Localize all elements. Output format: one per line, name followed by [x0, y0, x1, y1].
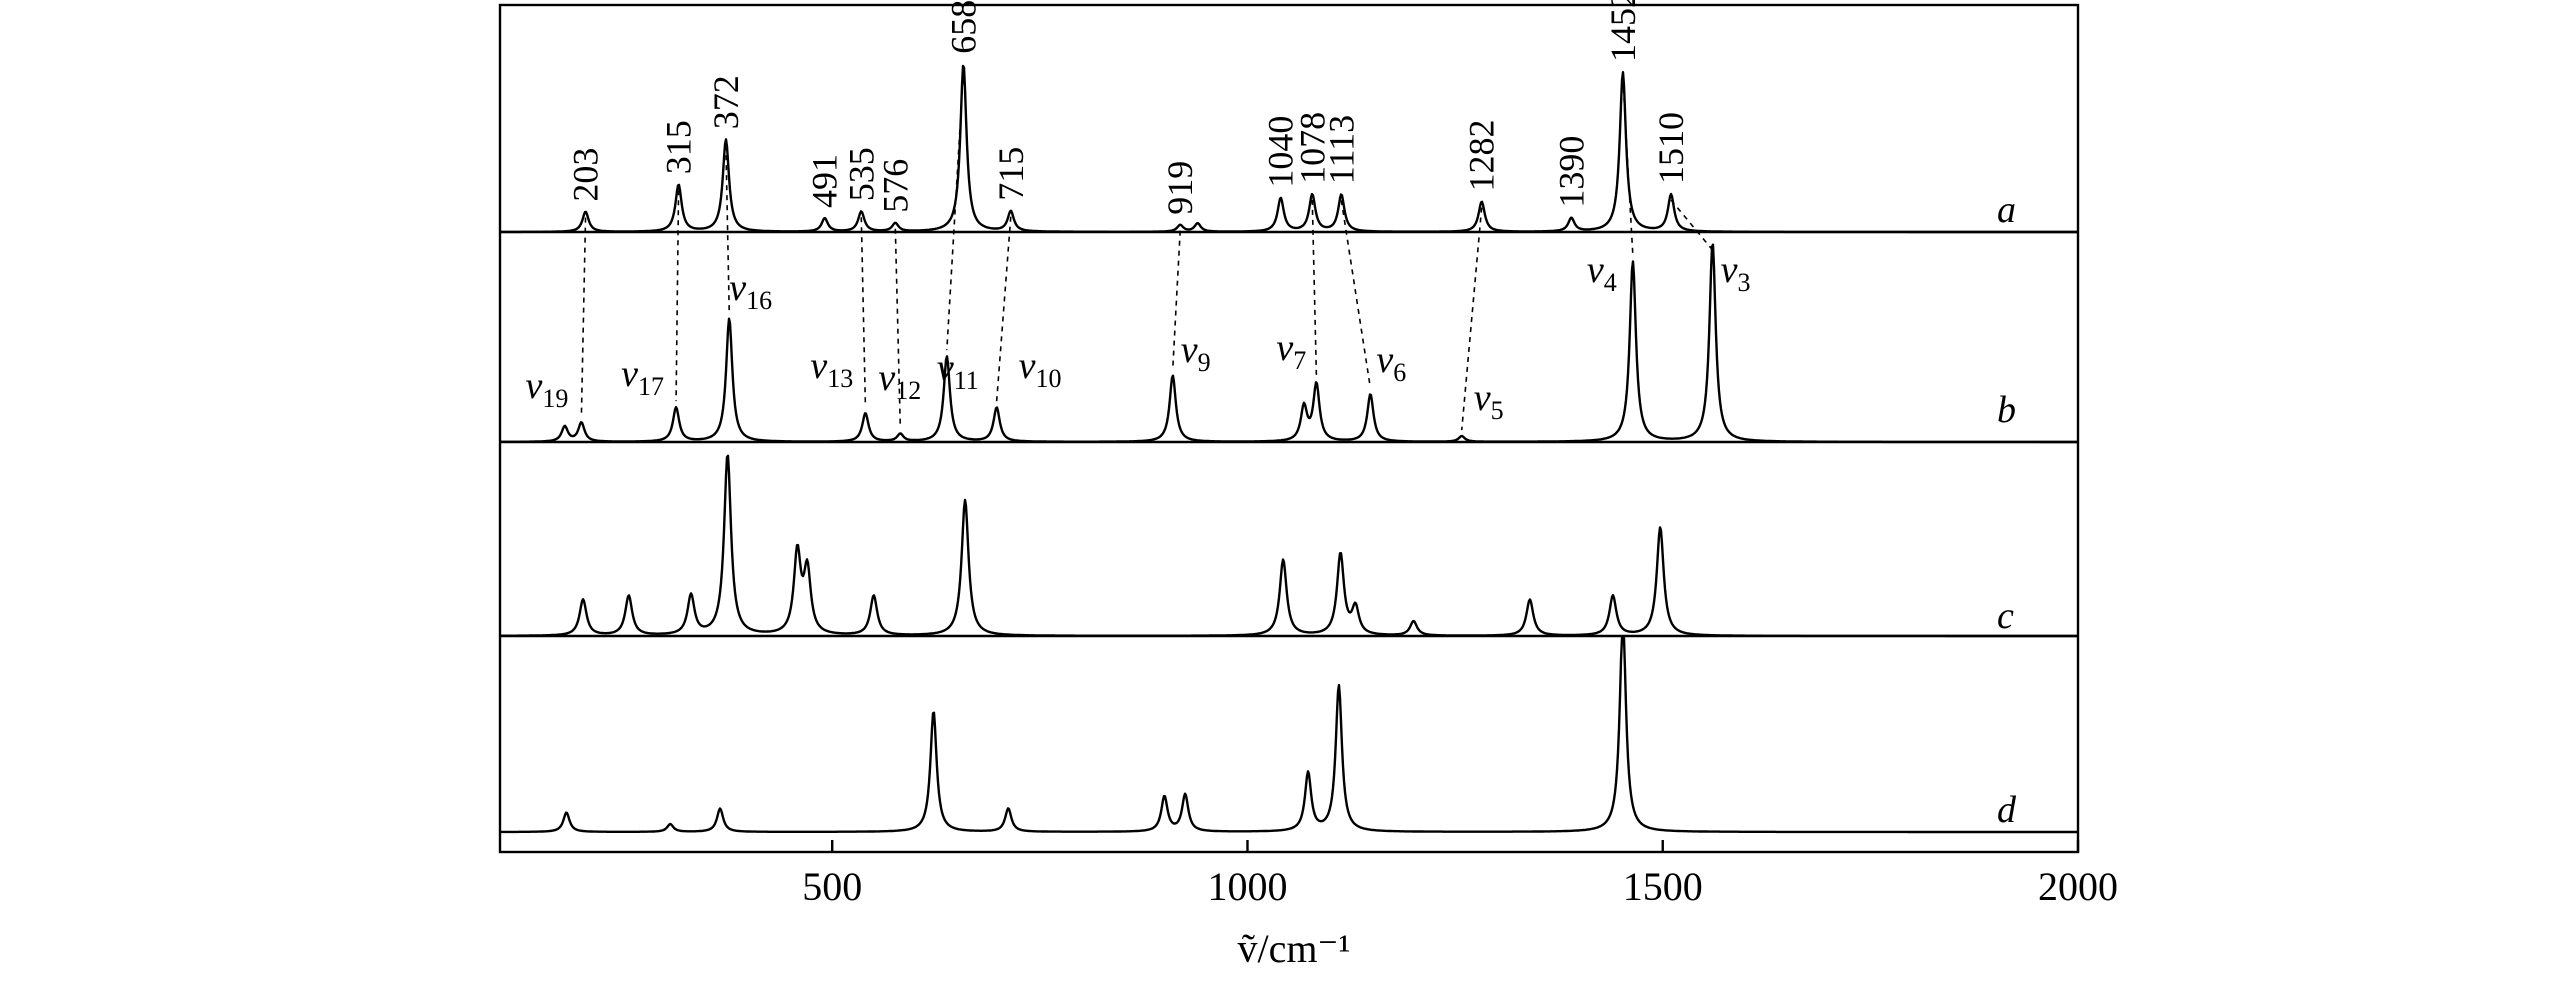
peak-label: 1282 — [1462, 120, 1502, 192]
trace-label-c: c — [1997, 595, 2014, 637]
correlation-line — [1311, 199, 1318, 376]
x-tick-label: 2000 — [2038, 864, 2118, 909]
trace-label-a: a — [1997, 189, 2016, 231]
peak-label: 1040 — [1261, 116, 1301, 188]
mode-label: v13 — [810, 345, 853, 393]
mode-label: v10 — [1019, 345, 1062, 393]
peak-label: 715 — [991, 147, 1031, 201]
correlation-line — [1460, 207, 1483, 431]
correlation-line — [725, 145, 731, 313]
x-axis-label: ṽ/cm⁻¹ — [1237, 926, 1350, 971]
peak-label: 1113 — [1321, 115, 1361, 184]
peak-label: 1078 — [1292, 112, 1332, 184]
correlation-line — [1340, 200, 1372, 389]
correlation-line — [580, 217, 587, 417]
trace-label-d: d — [1997, 789, 2017, 831]
mode-label: v19 — [526, 365, 569, 413]
correlation-line — [946, 69, 965, 351]
x-tick-label: 1500 — [1623, 864, 1703, 909]
x-tick-label: 500 — [802, 864, 862, 909]
x-tick-label: 1000 — [1207, 864, 1287, 909]
mode-label: v3 — [1721, 249, 1751, 297]
mode-label: v4 — [1587, 249, 1617, 297]
correlation-lines — [580, 69, 1714, 431]
correlation-line — [675, 190, 680, 402]
peak-label: 1510 — [1651, 112, 1691, 184]
mode-label: v5 — [1474, 377, 1504, 425]
correlation-line — [860, 217, 867, 408]
peak-label: 1390 — [1551, 136, 1591, 208]
mode-label: v12 — [878, 357, 921, 405]
peak-label: 535 — [841, 147, 881, 201]
correlation-line — [995, 216, 1012, 402]
correlation-line — [1670, 199, 1714, 251]
mode-label: v16 — [729, 267, 772, 315]
trace-b — [499, 243, 2079, 444]
x-axis: 500 1000 1500 2000 ṽ/cm⁻¹ — [802, 840, 2118, 971]
trace-label-b: b — [1997, 389, 2016, 431]
mode-label: v6 — [1376, 339, 1406, 387]
mode-label: v17 — [621, 353, 664, 401]
plot-border — [498, 3, 2080, 854]
peak-label: 658 — [943, 0, 983, 54]
peak-label: 919 — [1160, 161, 1200, 215]
peak-label: 315 — [659, 120, 699, 174]
spectra-traces — [499, 64, 2079, 834]
trace-a — [499, 64, 2079, 234]
peak-label: 576 — [875, 159, 915, 213]
mode-label: v11 — [937, 347, 979, 395]
mode-label: v7 — [1276, 327, 1306, 375]
trace-d — [499, 636, 2079, 834]
peak-label: 372 — [706, 75, 746, 129]
correlation-line — [1171, 230, 1181, 370]
peak-label: 1452 — [1603, 0, 1643, 62]
correlation-line — [894, 228, 902, 428]
peak-label: 491 — [805, 154, 845, 208]
trace-c — [499, 454, 2079, 638]
peak-label: 203 — [566, 148, 606, 202]
mode-label: v9 — [1181, 329, 1211, 377]
